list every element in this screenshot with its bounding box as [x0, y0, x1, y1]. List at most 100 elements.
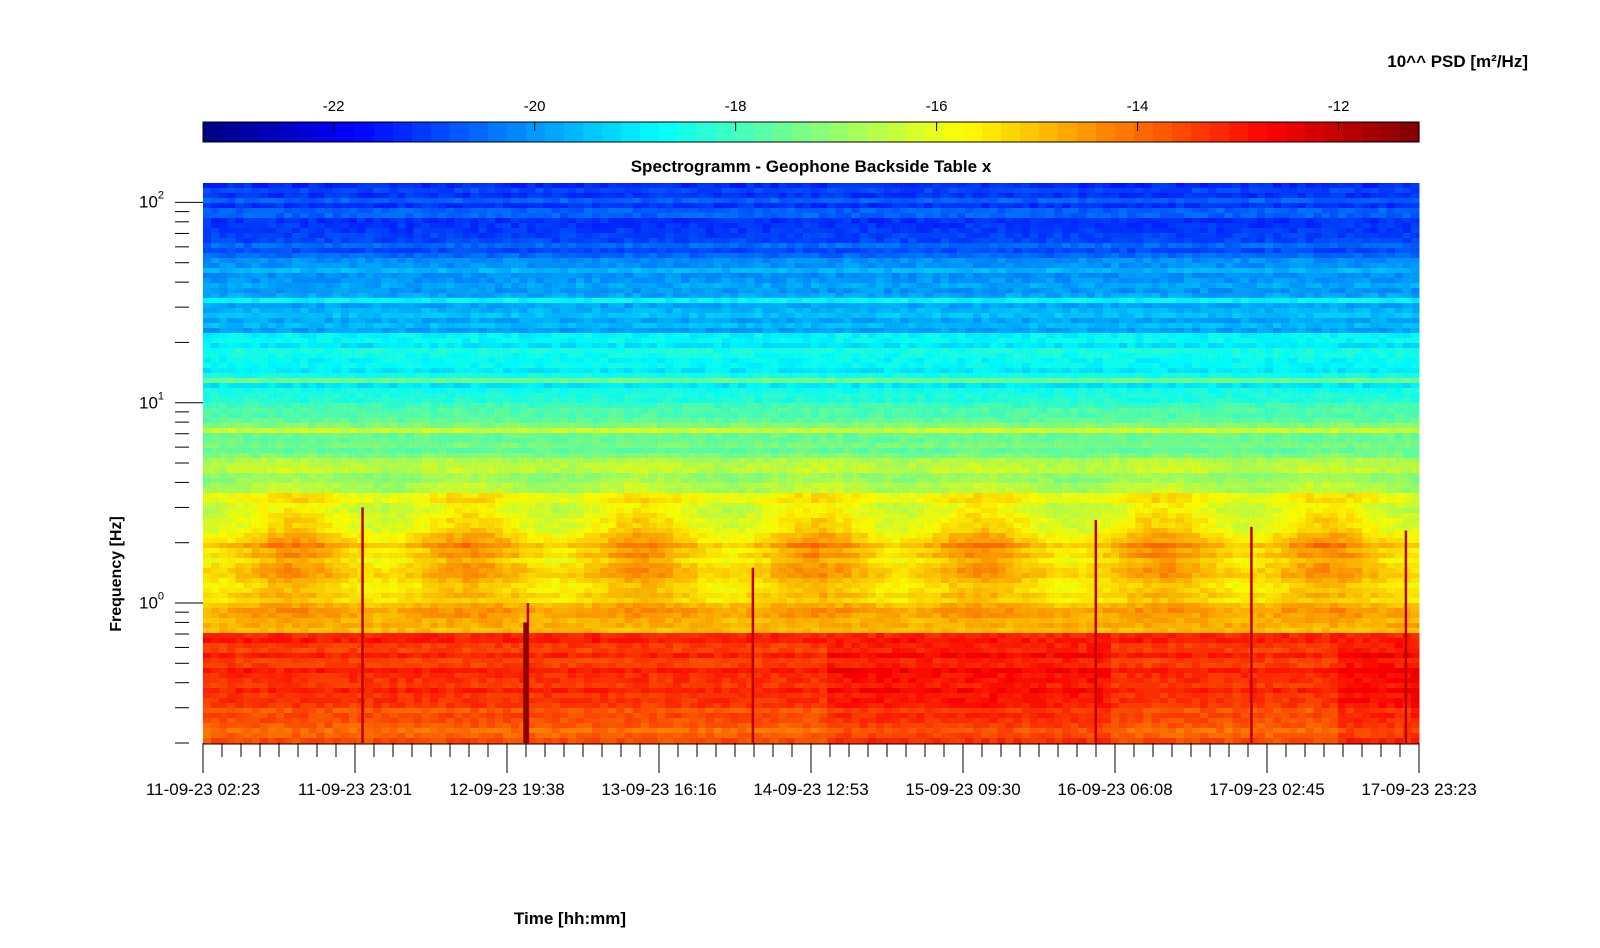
spectrogram-cell: [908, 188, 917, 194]
spectrogram-cell: [1143, 198, 1152, 204]
spectrogram-cell: [681, 233, 690, 239]
spectrogram-cell: [227, 318, 236, 324]
spectrogram-cell: [454, 258, 463, 264]
spectrogram-cell: [551, 338, 561, 344]
spectrogram-cell: [656, 263, 666, 269]
spectrogram-cell: [308, 338, 317, 344]
spectrogram-cell: [721, 303, 731, 309]
colorbar-cell: [431, 122, 451, 142]
spectrogram-cell: [1094, 203, 1104, 209]
spectrogram-cell: [259, 183, 269, 189]
spectrogram-cell: [1216, 288, 1225, 294]
spectrogram-cell: [373, 233, 382, 239]
spectrogram-cell: [486, 203, 496, 209]
spectrogram-cell: [446, 278, 455, 284]
spectrogram-cell: [916, 248, 925, 254]
spectrogram-cell: [648, 328, 658, 334]
spectrogram-cell: [559, 213, 569, 219]
spectrogram-cell: [592, 323, 601, 329]
spectrogram-cell: [275, 283, 285, 289]
colorbar-cell: [678, 122, 698, 142]
spectrogram-cell: [486, 243, 496, 249]
spectrogram-cell: [267, 233, 277, 239]
spectrogram-cell: [1094, 298, 1104, 304]
spectrogram-cell: [357, 343, 366, 349]
spectrogram-cell: [1175, 243, 1185, 249]
spectrogram-cell: [559, 223, 569, 229]
spectrogram-cell: [535, 218, 544, 224]
spectrogram-cell: [300, 293, 309, 299]
spectrogram-cell: [1362, 253, 1371, 259]
spectrogram-cell: [502, 223, 512, 229]
spectrogram-cell: [1005, 318, 1015, 324]
spectrogram-cell: [1370, 223, 1379, 229]
spectrogram-cell: [332, 203, 342, 209]
spectrogram-cell: [454, 288, 463, 294]
spectrogram-cell: [1054, 298, 1063, 304]
spectrogram-cell: [624, 268, 634, 274]
spectrogram-cell: [519, 223, 528, 229]
spectrogram-cell: [584, 318, 593, 324]
spectrogram-cell: [1029, 288, 1039, 294]
spectrogram-cell: [1337, 223, 1347, 229]
spectrogram-cell: [1297, 203, 1307, 209]
colorbar-cell: [716, 122, 736, 142]
spectrogram-cell: [729, 248, 739, 254]
spectrogram-cell: [608, 288, 617, 294]
spectrogram-cell: [1167, 218, 1177, 224]
spectrogram-cell: [1102, 318, 1112, 324]
spectrogram-cell: [1151, 188, 1161, 194]
spectrogram-cell: [421, 338, 431, 344]
spectrogram-cell: [1119, 238, 1128, 244]
spectrogram-cell: [1216, 198, 1225, 204]
spectrogram-cell: [1029, 328, 1039, 334]
spectrogram-cell: [1232, 228, 1242, 234]
spectrogram-cell: [851, 333, 861, 339]
spectrogram-cell: [1062, 213, 1071, 219]
spectrogram-cell: [446, 243, 455, 249]
spectrogram-cell: [632, 323, 642, 329]
spectrogram-cell: [275, 303, 285, 309]
spectrogram-cell: [1062, 258, 1071, 264]
spectrogram-cell: [778, 293, 788, 299]
spectrogram-cell: [1110, 188, 1120, 194]
spectrogram-cell: [770, 253, 780, 259]
spectrogram-cell: [1086, 203, 1096, 209]
spectrogram-cell: [478, 328, 488, 334]
spectrogram-cell: [413, 243, 423, 249]
spectrogram-cell: [956, 208, 966, 214]
spectrogram-cell: [397, 323, 407, 329]
spectrogram-cell: [413, 308, 423, 314]
spectrogram-cell: [900, 313, 909, 319]
spectrogram-cell: [1192, 323, 1201, 329]
spectrogram-cell: [778, 248, 788, 254]
spectrogram-cell: [1232, 233, 1242, 239]
spectrogram-cell: [1362, 338, 1371, 344]
spectrogram-cell: [284, 253, 293, 259]
spectrogram-cell: [592, 248, 601, 254]
spectrogram-cell: [308, 318, 317, 324]
spectrogram-cell: [1054, 223, 1063, 229]
spectrogram-cell: [1329, 233, 1339, 239]
spectrogram-cell: [267, 338, 277, 344]
spectrogram-cell: [462, 193, 472, 199]
spectrogram-cell: [924, 198, 934, 204]
spectrogram-cell: [673, 188, 682, 194]
spectrogram-cell: [713, 303, 723, 309]
spectrogram-cell: [1151, 318, 1161, 324]
spectrogram-cell: [819, 248, 828, 254]
spectrogram-cell: [438, 208, 447, 214]
spectrogram-cell: [1354, 313, 1363, 319]
spectrogram-cell: [835, 203, 844, 209]
spectrogram-cell: [648, 193, 658, 199]
spectrogram-cell: [1354, 293, 1363, 299]
spectrogram-cell: [1151, 193, 1161, 199]
spectrogram-cell: [640, 268, 650, 274]
spectrogram-cell: [648, 293, 658, 299]
spectrogram-cell: [567, 238, 577, 244]
spectrogram-cell: [1127, 273, 1136, 279]
spectrogram-cell: [243, 218, 253, 224]
spectrogram-cell: [1305, 228, 1315, 234]
spectrogram-cell: [673, 313, 682, 319]
spectrogram-cell: [640, 273, 650, 279]
